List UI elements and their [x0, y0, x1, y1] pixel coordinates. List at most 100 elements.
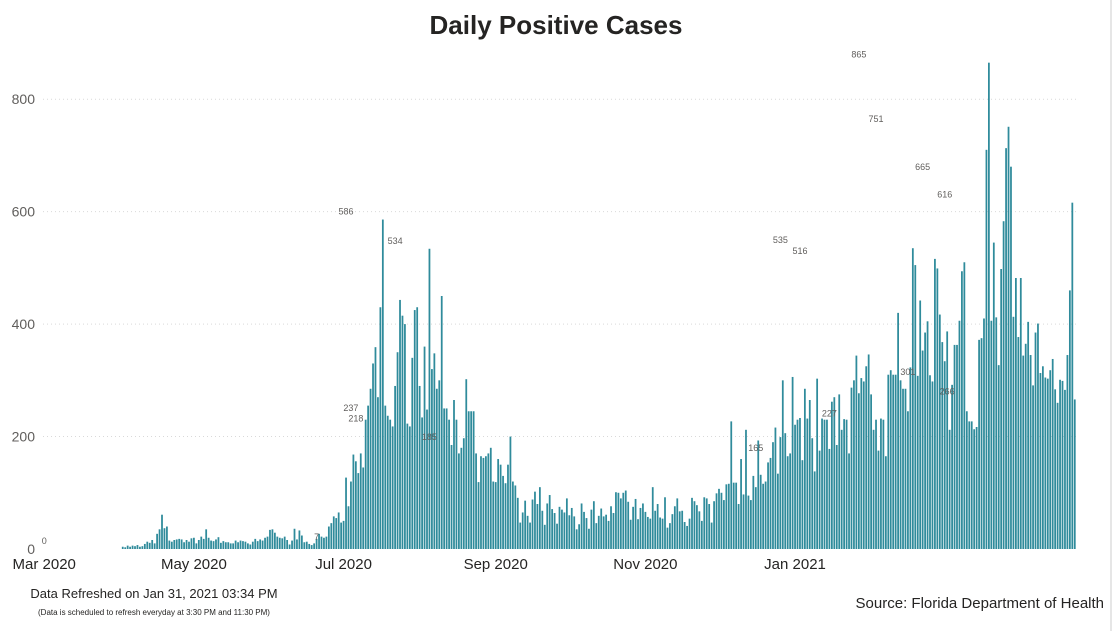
bar: [529, 522, 531, 549]
bar: [227, 542, 230, 549]
bar: [426, 409, 428, 549]
bar: [661, 518, 664, 549]
bar: [1007, 126, 1010, 550]
bar: [394, 385, 396, 549]
bar: [291, 540, 293, 549]
bar: [708, 504, 711, 549]
bar: [872, 429, 875, 549]
bar: [143, 543, 146, 549]
bar: [323, 537, 325, 549]
bar: [524, 500, 527, 549]
bar: [492, 481, 495, 549]
bar: [830, 401, 833, 549]
bar: [256, 541, 259, 549]
bar: [229, 543, 232, 549]
bar: [239, 540, 242, 549]
bar: [509, 436, 512, 549]
bar: [605, 514, 608, 549]
bar: [953, 344, 956, 549]
bar: [902, 388, 904, 549]
bar: [269, 529, 271, 549]
bar: [919, 300, 922, 549]
x-tick-label: Sep 2020: [464, 556, 528, 573]
bar: [818, 450, 821, 549]
bar: [629, 519, 632, 549]
bar: [877, 450, 880, 549]
bar: [980, 338, 983, 549]
bar: [313, 543, 316, 549]
bar: [418, 385, 421, 549]
bar: [801, 460, 804, 549]
bar: [651, 487, 654, 549]
bar: [754, 487, 757, 549]
bar: [590, 509, 593, 549]
bar: [880, 418, 882, 549]
bar: [477, 482, 480, 549]
refresh-info: Data Refreshed on Jan 31, 2021 03:34 PM …: [0, 586, 308, 617]
bar: [237, 542, 239, 549]
bar: [774, 427, 777, 549]
bar: [487, 453, 490, 549]
bar: [389, 419, 392, 549]
bar: [1010, 166, 1012, 549]
bar: [232, 543, 235, 549]
data-label: 865: [851, 50, 866, 60]
bar: [369, 388, 372, 549]
bar: [776, 473, 779, 549]
bar: [276, 536, 279, 549]
bar: [475, 453, 477, 549]
bar: [700, 520, 703, 549]
bar: [386, 415, 389, 549]
bar: [1064, 389, 1066, 549]
data-label: 301: [900, 367, 915, 377]
y-axis: 0 200 400 600 800: [12, 91, 36, 557]
bar: [649, 518, 652, 549]
bar: [1005, 148, 1007, 549]
bar: [217, 537, 220, 549]
bar: [602, 516, 605, 549]
bar: [575, 529, 578, 549]
bar: [502, 475, 504, 549]
bar: [816, 378, 819, 549]
bar: [141, 546, 144, 549]
bar: [408, 426, 411, 549]
data-label: 0: [42, 536, 47, 546]
bar: [723, 500, 725, 549]
bar: [536, 504, 539, 549]
data-label: 534: [388, 236, 403, 246]
bar: [467, 411, 470, 549]
bar: [175, 539, 178, 549]
bar: [681, 510, 684, 549]
bar: [139, 546, 141, 549]
bar: [315, 538, 318, 549]
bar: [710, 522, 713, 549]
bar: [585, 518, 588, 549]
bar: [543, 524, 546, 549]
bar: [210, 540, 212, 549]
bar: [296, 539, 298, 549]
bar: [759, 474, 762, 549]
data-label: 665: [915, 162, 930, 172]
bar: [659, 517, 661, 549]
bar: [796, 419, 799, 549]
bar: [725, 484, 728, 549]
bar: [298, 530, 301, 549]
bar: [261, 540, 264, 549]
bar: [850, 387, 853, 549]
bar: [345, 477, 347, 549]
bar: [212, 541, 215, 549]
bar: [622, 492, 625, 549]
bar: [480, 456, 482, 549]
bar: [401, 315, 404, 549]
bar: [462, 438, 465, 549]
bar: [688, 518, 691, 549]
bar: [857, 393, 860, 549]
bar: [335, 518, 338, 549]
bar: [372, 363, 374, 549]
bar: [865, 366, 868, 549]
bar: [931, 381, 934, 549]
bar: [504, 483, 507, 549]
bar: [207, 537, 210, 549]
bar: [337, 512, 340, 549]
